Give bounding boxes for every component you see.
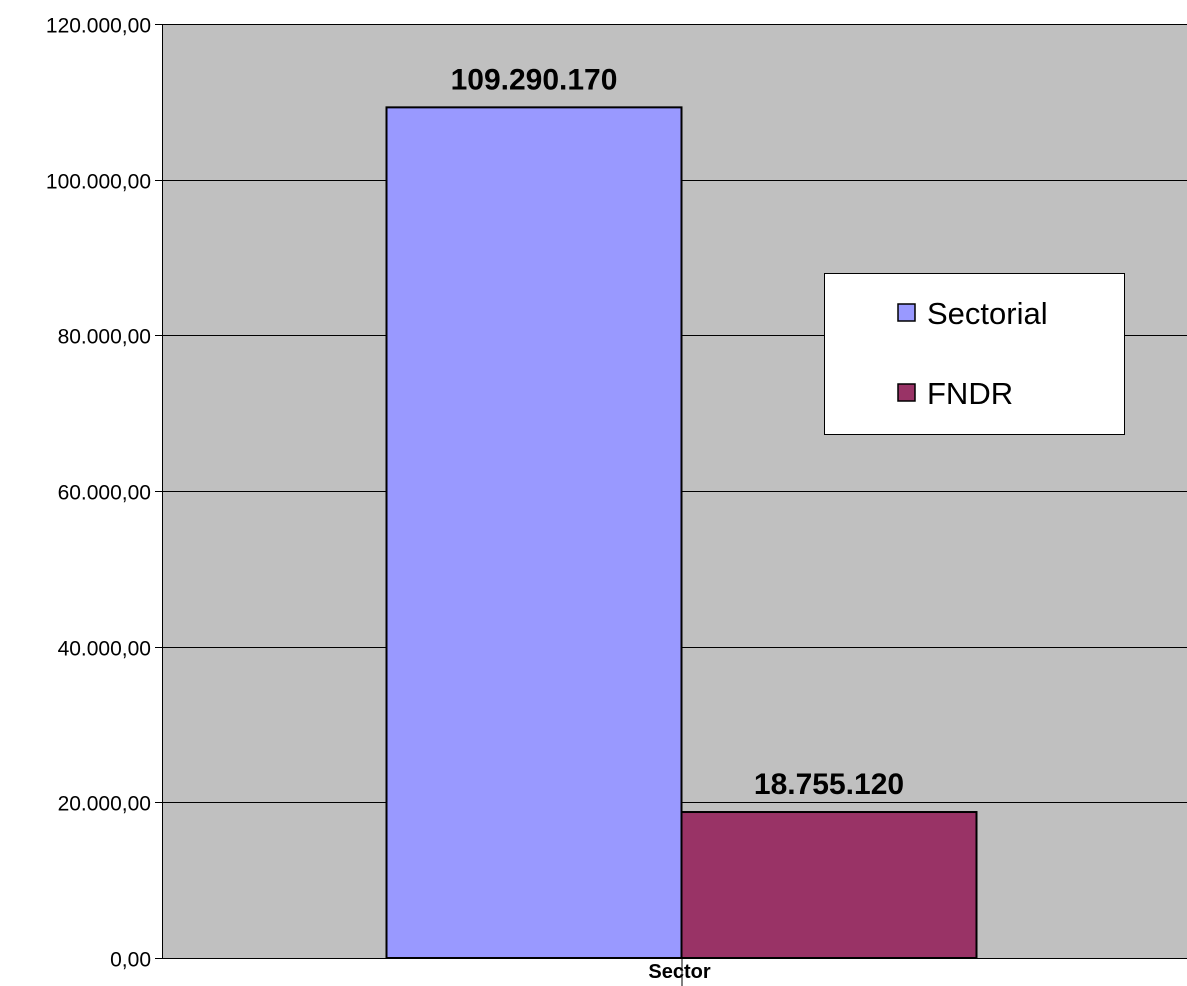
y-tick-label: 20.000,00: [58, 793, 151, 816]
data-labels: 109.290.170 18.755.120: [451, 63, 905, 801]
x-category-label: Sector: [648, 961, 710, 983]
y-tick-label: 100.000,00: [46, 171, 151, 194]
legend-label-sectorial: Sectorial: [927, 296, 1048, 331]
legend-swatch-fndr: [897, 383, 916, 402]
y-tick-label: 120.000,00: [46, 15, 151, 38]
x-axis: Sector: [162, 958, 1187, 986]
y-tick-label: 60.000,00: [58, 482, 151, 505]
data-label-fndr: 18.755.120: [754, 768, 904, 801]
y-tick-label: 0,00: [110, 949, 151, 972]
bar-fndr: [680, 811, 978, 959]
data-label-sectorial: 109.290.170: [451, 63, 618, 96]
y-axis: 0,00 20.000,00 40.000,00 60.000,00 80.000,00…: [46, 15, 163, 972]
bars: [385, 106, 978, 960]
legend-label-fndr: FNDR: [927, 376, 1013, 411]
legend: Sectorial FNDR: [824, 273, 1125, 435]
legend-swatch-sectorial: [897, 303, 916, 322]
legend-box: [824, 273, 1125, 435]
bar-sectorial: [385, 106, 683, 960]
y-tick-label: 40.000,00: [58, 638, 151, 661]
y-tick-label: 80.000,00: [58, 326, 151, 349]
